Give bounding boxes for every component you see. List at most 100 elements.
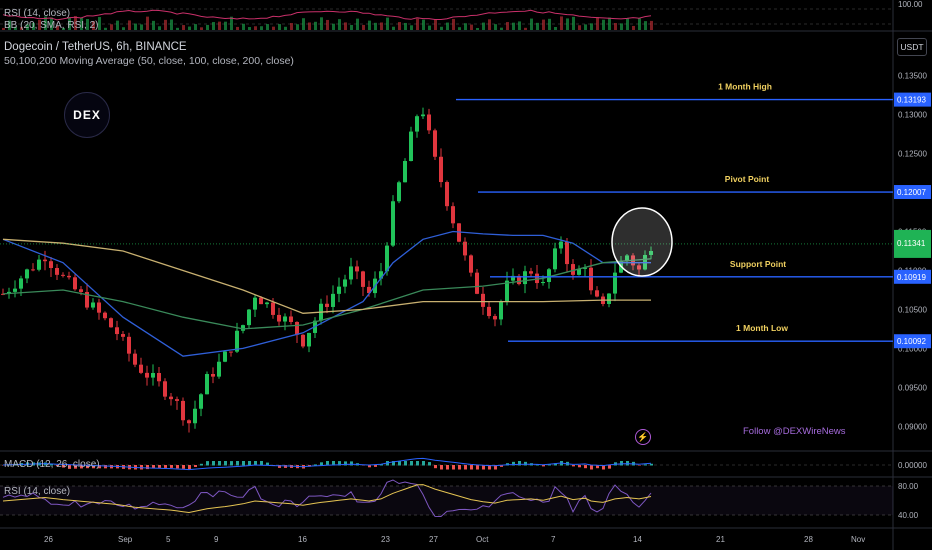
current-price-badge bbox=[894, 229, 931, 258]
candle-body bbox=[109, 318, 113, 328]
top-pane-bar bbox=[404, 22, 407, 30]
candle-body bbox=[193, 408, 197, 424]
candle-body bbox=[445, 182, 449, 207]
macd-bar bbox=[158, 465, 161, 468]
current-price-value: 0.11341 bbox=[897, 239, 926, 248]
level-label: 1 Month Low bbox=[736, 323, 788, 333]
candle-body bbox=[301, 334, 305, 347]
macd-bar bbox=[92, 465, 95, 469]
candle-body bbox=[535, 273, 539, 284]
price-tick: 0.10500 bbox=[898, 305, 927, 314]
top-pane-bars bbox=[2, 16, 653, 30]
macd-bar bbox=[398, 461, 401, 466]
top-pane-bar bbox=[32, 22, 35, 30]
candle-body bbox=[349, 266, 353, 280]
top-pane-bar bbox=[146, 16, 149, 30]
top-pane-bar bbox=[416, 18, 419, 30]
top-pane-bar bbox=[308, 22, 311, 30]
macd-bar bbox=[488, 465, 491, 470]
candle-body bbox=[415, 116, 419, 132]
top-pane-bar bbox=[314, 21, 317, 30]
top-pane-bar bbox=[8, 20, 11, 30]
macd-label: MACD (12, 26, close) bbox=[4, 459, 100, 470]
candle-body bbox=[577, 268, 581, 275]
macd-bar bbox=[518, 461, 521, 466]
top-pane-bar bbox=[14, 26, 17, 30]
top-pane-bar bbox=[482, 22, 485, 30]
candle-body bbox=[115, 327, 119, 335]
level-label: Pivot Point bbox=[725, 174, 770, 184]
x-tick: 16 bbox=[298, 535, 307, 544]
top-pane-bar bbox=[248, 27, 251, 30]
top-pane-bar bbox=[230, 16, 233, 30]
candle-body bbox=[163, 381, 167, 397]
top-pane-bar bbox=[572, 16, 575, 30]
macd-bar bbox=[590, 465, 593, 470]
x-tick: 26 bbox=[44, 535, 53, 544]
ma-line-ma200 bbox=[2, 238, 651, 314]
candle-body bbox=[31, 269, 35, 271]
top-pane-bar bbox=[494, 24, 497, 30]
macd-bar bbox=[362, 465, 365, 466]
top-pane-bar bbox=[554, 26, 557, 30]
macd-bar bbox=[188, 465, 191, 470]
macd-bar bbox=[200, 463, 203, 466]
top-pane-bar bbox=[440, 26, 443, 30]
price-tick: 0.10000 bbox=[898, 344, 927, 353]
candle-body bbox=[277, 314, 281, 322]
top-pane-bar bbox=[590, 23, 593, 30]
candle-body bbox=[475, 272, 479, 294]
level-value: 0.10092 bbox=[897, 337, 926, 346]
candle-body bbox=[61, 274, 65, 276]
level-value: 0.12007 bbox=[897, 188, 926, 197]
candle-body bbox=[181, 400, 185, 421]
candle-body bbox=[253, 297, 257, 310]
macd-bar bbox=[620, 461, 623, 466]
top-pane-bar bbox=[620, 23, 623, 30]
top-pane-line bbox=[2, 9, 652, 21]
macd-bar bbox=[284, 465, 287, 468]
candle-body bbox=[13, 288, 17, 292]
candle-body bbox=[529, 271, 533, 274]
x-tick: 28 bbox=[804, 535, 813, 544]
candle-body bbox=[541, 281, 545, 284]
highlight-circle bbox=[611, 207, 673, 277]
macd-bar bbox=[416, 461, 419, 466]
macd-bar bbox=[638, 465, 641, 466]
top-pane-bar bbox=[608, 17, 611, 30]
top-pane-bar bbox=[122, 27, 125, 30]
top-pane-bar bbox=[470, 24, 473, 30]
top-pane-level-value: 100.00 bbox=[898, 0, 923, 9]
top-pane-bar bbox=[614, 23, 617, 30]
top-pane-bar bbox=[392, 26, 395, 30]
top-pane-bar bbox=[428, 25, 431, 30]
candle-body bbox=[271, 302, 275, 315]
top-pane-bar bbox=[56, 25, 59, 30]
level-badge bbox=[894, 269, 931, 284]
macd-bar bbox=[62, 465, 65, 468]
candle-body bbox=[427, 114, 431, 131]
candle-body bbox=[361, 271, 365, 287]
macd-bar bbox=[350, 461, 353, 466]
macd-bar bbox=[422, 461, 425, 466]
top-pane-bar bbox=[254, 26, 257, 30]
macd-bar bbox=[410, 461, 413, 466]
top-pane-bar bbox=[320, 17, 323, 30]
macd-bar bbox=[602, 465, 605, 470]
x-tick: 7 bbox=[551, 535, 556, 544]
top-pane-bar bbox=[50, 17, 53, 30]
ma-legend: 50,100,200 Moving Average (50, close, 10… bbox=[4, 55, 294, 67]
macd-bar bbox=[224, 461, 227, 466]
candle-body bbox=[199, 394, 203, 409]
candle-body bbox=[157, 372, 161, 382]
top-pane-bar bbox=[290, 23, 293, 30]
top-pane-bar bbox=[350, 24, 353, 30]
candle-body bbox=[325, 303, 329, 307]
top-pane-bar bbox=[500, 27, 503, 30]
unit-selector[interactable]: USDT bbox=[897, 38, 927, 56]
candle-body bbox=[67, 275, 71, 278]
top-pane-bar bbox=[164, 19, 167, 30]
dex-logo: DEX bbox=[64, 92, 110, 138]
top-pane-bar bbox=[446, 22, 449, 30]
macd-bar bbox=[374, 465, 377, 467]
